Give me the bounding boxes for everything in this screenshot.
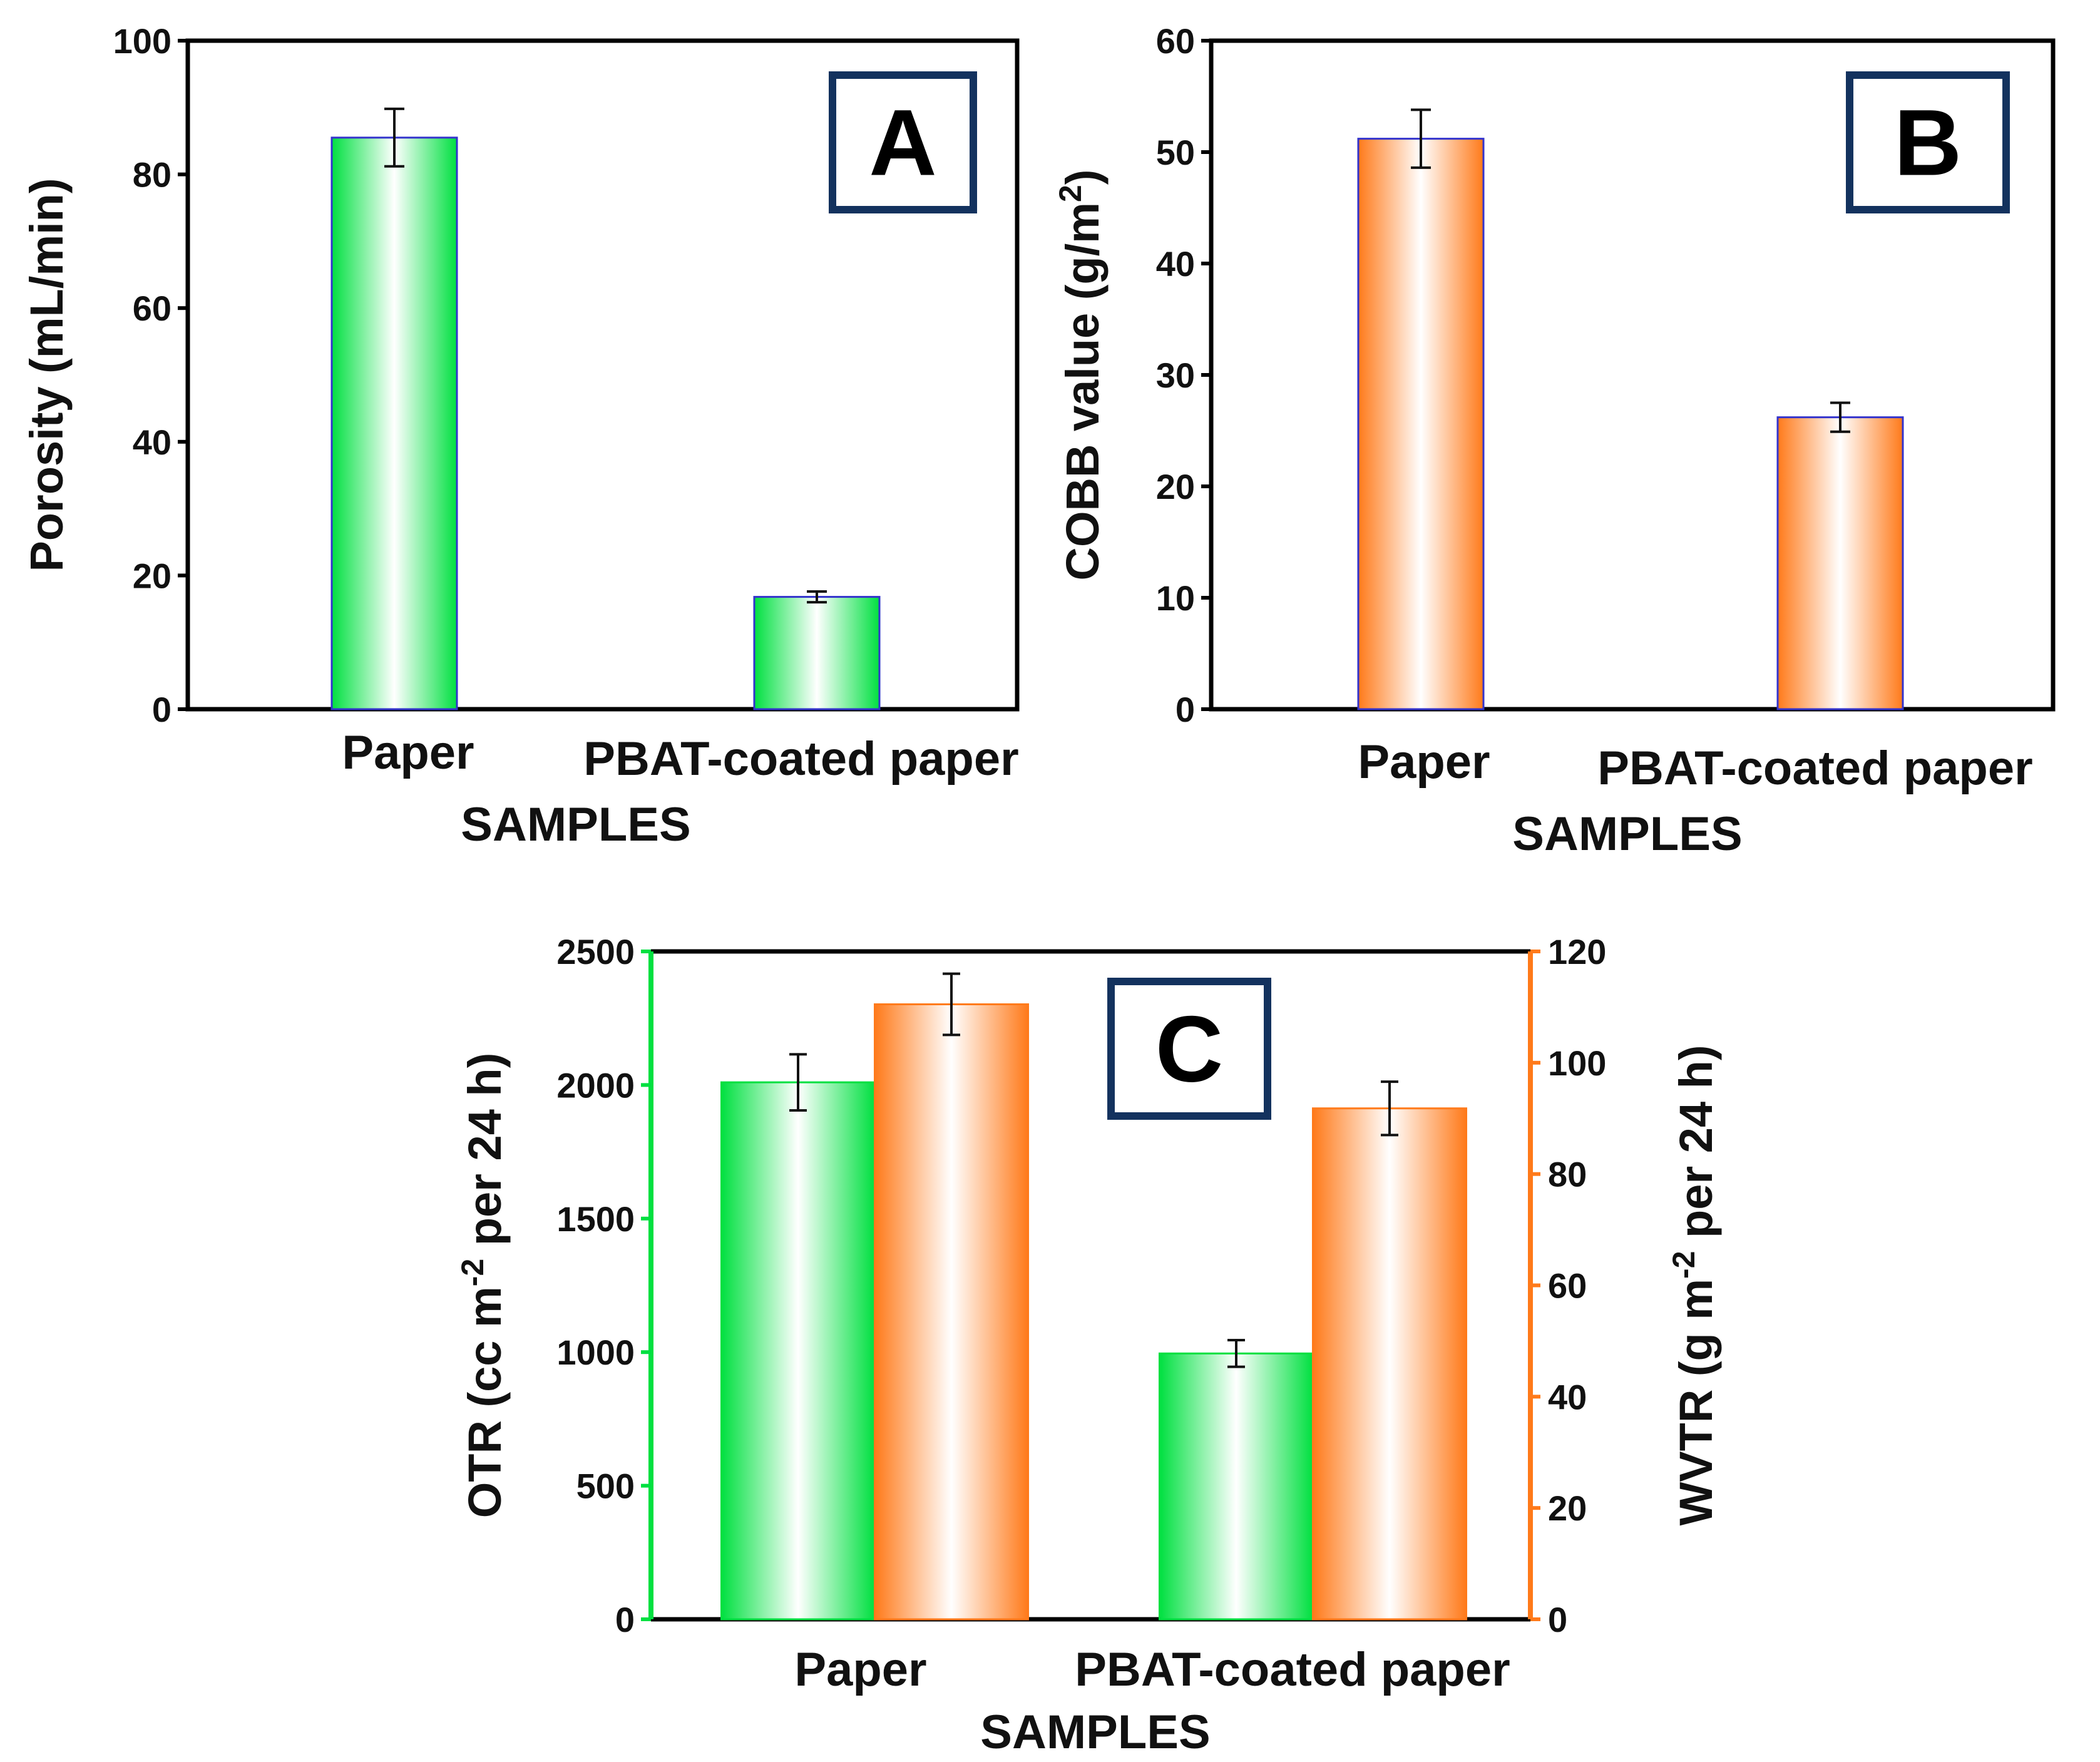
panel-label-box	[829, 71, 977, 213]
y-tick-label: 50	[1156, 133, 1195, 172]
plot-frame	[185, 38, 1020, 712]
y-tick-label: 60	[1156, 21, 1195, 61]
right-y-axis-title-sup: -2	[1666, 1251, 1701, 1278]
bar-paper	[1357, 138, 1485, 710]
left-y-axis-title-sup: -2	[455, 1259, 490, 1286]
right-y-tick-label: 40	[1548, 1377, 1587, 1416]
x-category-label: Paper	[342, 726, 474, 779]
left-y-axis-title-end: per 24 h)	[459, 1053, 511, 1259]
right-y-tick-label: 100	[1548, 1043, 1606, 1083]
right-y-tick-label: 0	[1548, 1600, 1567, 1639]
left-y-tick-label: 2500	[556, 932, 635, 971]
y-tick-label: 30	[1156, 356, 1195, 395]
bar-otr-pbat-coated-paper	[1159, 1352, 1314, 1621]
panel-label-box	[1107, 978, 1271, 1120]
left-y-tick-label: 2000	[556, 1065, 635, 1105]
y-tick-label: 40	[133, 423, 172, 462]
y-axis-title-main: Porosity (mL/min)	[21, 178, 73, 571]
x-axis-title: SAMPLES	[980, 1706, 1210, 1759]
panel-b-chart: 0 10 20 30 40 50 60 Paper PBAT-coated paper SAMPL…	[1053, 21, 2056, 861]
right-y-axis-title-end: per 24 h)	[1670, 1045, 1722, 1251]
left-y-tick-label: 0	[615, 1600, 635, 1639]
bar-otr-paper	[720, 1081, 876, 1621]
right-y-axis-title: WVTR (g m-2 per 24 h)	[1666, 1045, 1722, 1525]
x-category-label: PBAT-coated paper	[583, 732, 1018, 786]
left-y-tick-label: 1000	[556, 1333, 635, 1372]
x-category-label: PBAT-coated paper	[1075, 1643, 1510, 1696]
right-y-axis-title-main: WVTR (g m	[1670, 1279, 1722, 1526]
error-bar-otr	[789, 1053, 807, 1112]
left-y-axis-title: OTR (cc m-2 per 24 h)	[455, 1053, 511, 1519]
error-bar	[1411, 108, 1431, 169]
bar-paper	[330, 136, 458, 710]
right-y-tick-label: 20	[1548, 1488, 1587, 1528]
y-tick-label: 60	[133, 289, 172, 328]
y-tick-label: 100	[113, 21, 172, 61]
panel-a-chart: 0 20 40 60 80 100 Paper PBAT-coated paper SAMPLE…	[21, 21, 1020, 851]
panel-label-box	[1846, 71, 2010, 213]
panel-label: A	[869, 90, 936, 195]
left-y-tick-label: 1500	[556, 1199, 635, 1239]
y-tick-label: 80	[133, 155, 172, 195]
error-bar-wvtr	[943, 972, 960, 1037]
error-bar-wvtr	[1381, 1080, 1398, 1137]
panel-label: C	[1155, 996, 1223, 1102]
panel-c-chart: 0 500 1000 1500 2000 2500 0 20 40 60 80 100 120 Paper…	[455, 932, 1722, 1759]
right-y-tick-label: 80	[1548, 1155, 1587, 1194]
error-bar-otr	[1227, 1338, 1245, 1368]
y-axis-title-main: COBB value (g/m	[1057, 202, 1109, 580]
y-axis-title: COBB value (g/m2)	[1053, 170, 1109, 581]
panel-label: B	[1894, 90, 1962, 195]
right-y-tick-label: 120	[1548, 932, 1606, 971]
y-tick-label: 0	[1175, 690, 1195, 729]
x-axis-title: SAMPLES	[461, 798, 690, 851]
x-category-label: Paper	[794, 1643, 926, 1696]
y-tick-label: 10	[1156, 578, 1195, 618]
y-axis-title: Porosity (mL/min)	[21, 178, 73, 571]
error-bar	[807, 590, 827, 604]
error-bar	[1830, 401, 1850, 433]
y-tick-label: 20	[1156, 467, 1195, 506]
y-tick-label: 0	[152, 690, 172, 729]
y-tick-label: 40	[1156, 244, 1195, 284]
y-axis-title-sup: 2	[1053, 185, 1088, 202]
bar-wvtr-paper	[874, 1003, 1029, 1621]
error-bar	[384, 107, 404, 168]
bar-wvtr-pbat-coated-paper	[1312, 1107, 1467, 1621]
y-tick-label: 20	[133, 556, 172, 595]
left-y-tick-label: 500	[576, 1467, 635, 1506]
y-axis-title-end: )	[1057, 170, 1109, 185]
bar-pbat-coated-paper	[753, 596, 881, 710]
right-y-tick-label: 60	[1548, 1266, 1587, 1306]
x-axis-title: SAMPLES	[1512, 807, 1742, 861]
bar-pbat-coated-paper	[1776, 416, 1904, 710]
left-y-axis-title-main: OTR (cc m	[459, 1286, 511, 1518]
x-category-label: PBAT-coated paper	[1597, 742, 2032, 795]
x-category-label: Paper	[1358, 735, 1490, 789]
